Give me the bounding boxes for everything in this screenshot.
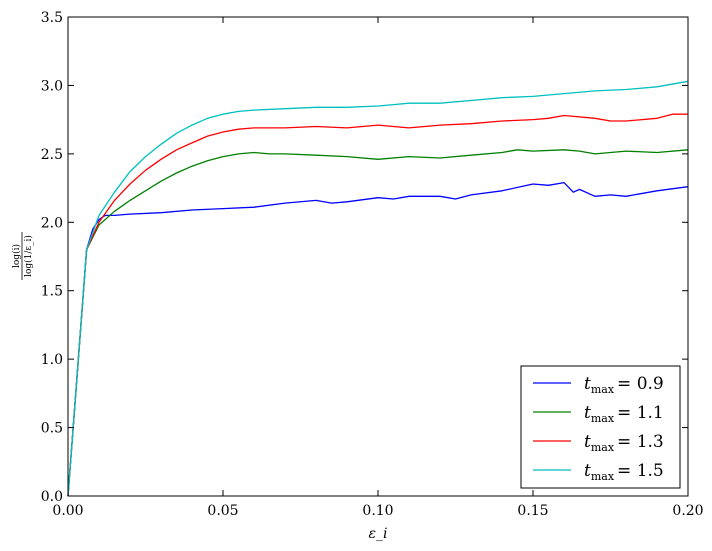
legend-label-0: tmax = 0.9 [584,374,664,396]
legend-box [520,365,681,489]
y-axis-label-denominator: log(1/ε_i) [23,235,34,277]
legend-entries: tmax = 0.9 tmax = 1.1 tmax = 1.3 tmax = 1.5 [533,374,664,483]
y-axis-label-numerator: log(i) [11,244,22,268]
y-tick-label: 1.0 [41,352,63,368]
y-axis-label: log(i) log(1/ε_i) [11,232,34,280]
y-tick-label: 1.5 [41,284,63,300]
y-tick-label: 0.5 [41,421,63,437]
legend-label-2: tmax = 1.3 [584,432,664,454]
x-tick-label: 0.20 [672,503,703,519]
series-layer [67,80,689,497]
x-tick-label: 0.05 [207,503,238,519]
y-tick-label: 3.0 [41,78,63,94]
tick-labels: 0.00 0.05 0.10 0.15 0.20 0.0 0.5 1.0 1.5 2.0 2.5 3.… [41,10,704,519]
ticks-layer [67,16,689,497]
legend-label-3: tmax = 1.5 [584,461,664,483]
y-tick-label: 2.5 [41,147,63,163]
y-tick-label: 2.0 [41,215,63,231]
series-line-1 [67,149,689,497]
x-axis-label: ε_i [369,526,388,542]
series-line-2 [67,113,688,497]
x-tick-label: 0.10 [362,503,393,519]
y-tick-label: 3.5 [41,10,63,26]
y-tick-label: 0.0 [41,489,63,505]
series-line-0 [67,181,689,497]
legend-label-1: tmax = 1.1 [584,403,664,425]
x-tick-label: 0.15 [517,503,548,519]
legend: tmax = 0.9 tmax = 1.1 tmax = 1.3 tmax = 1.5 [520,365,681,489]
x-tick-label: 0.00 [52,503,83,519]
series-line-3 [67,80,689,497]
